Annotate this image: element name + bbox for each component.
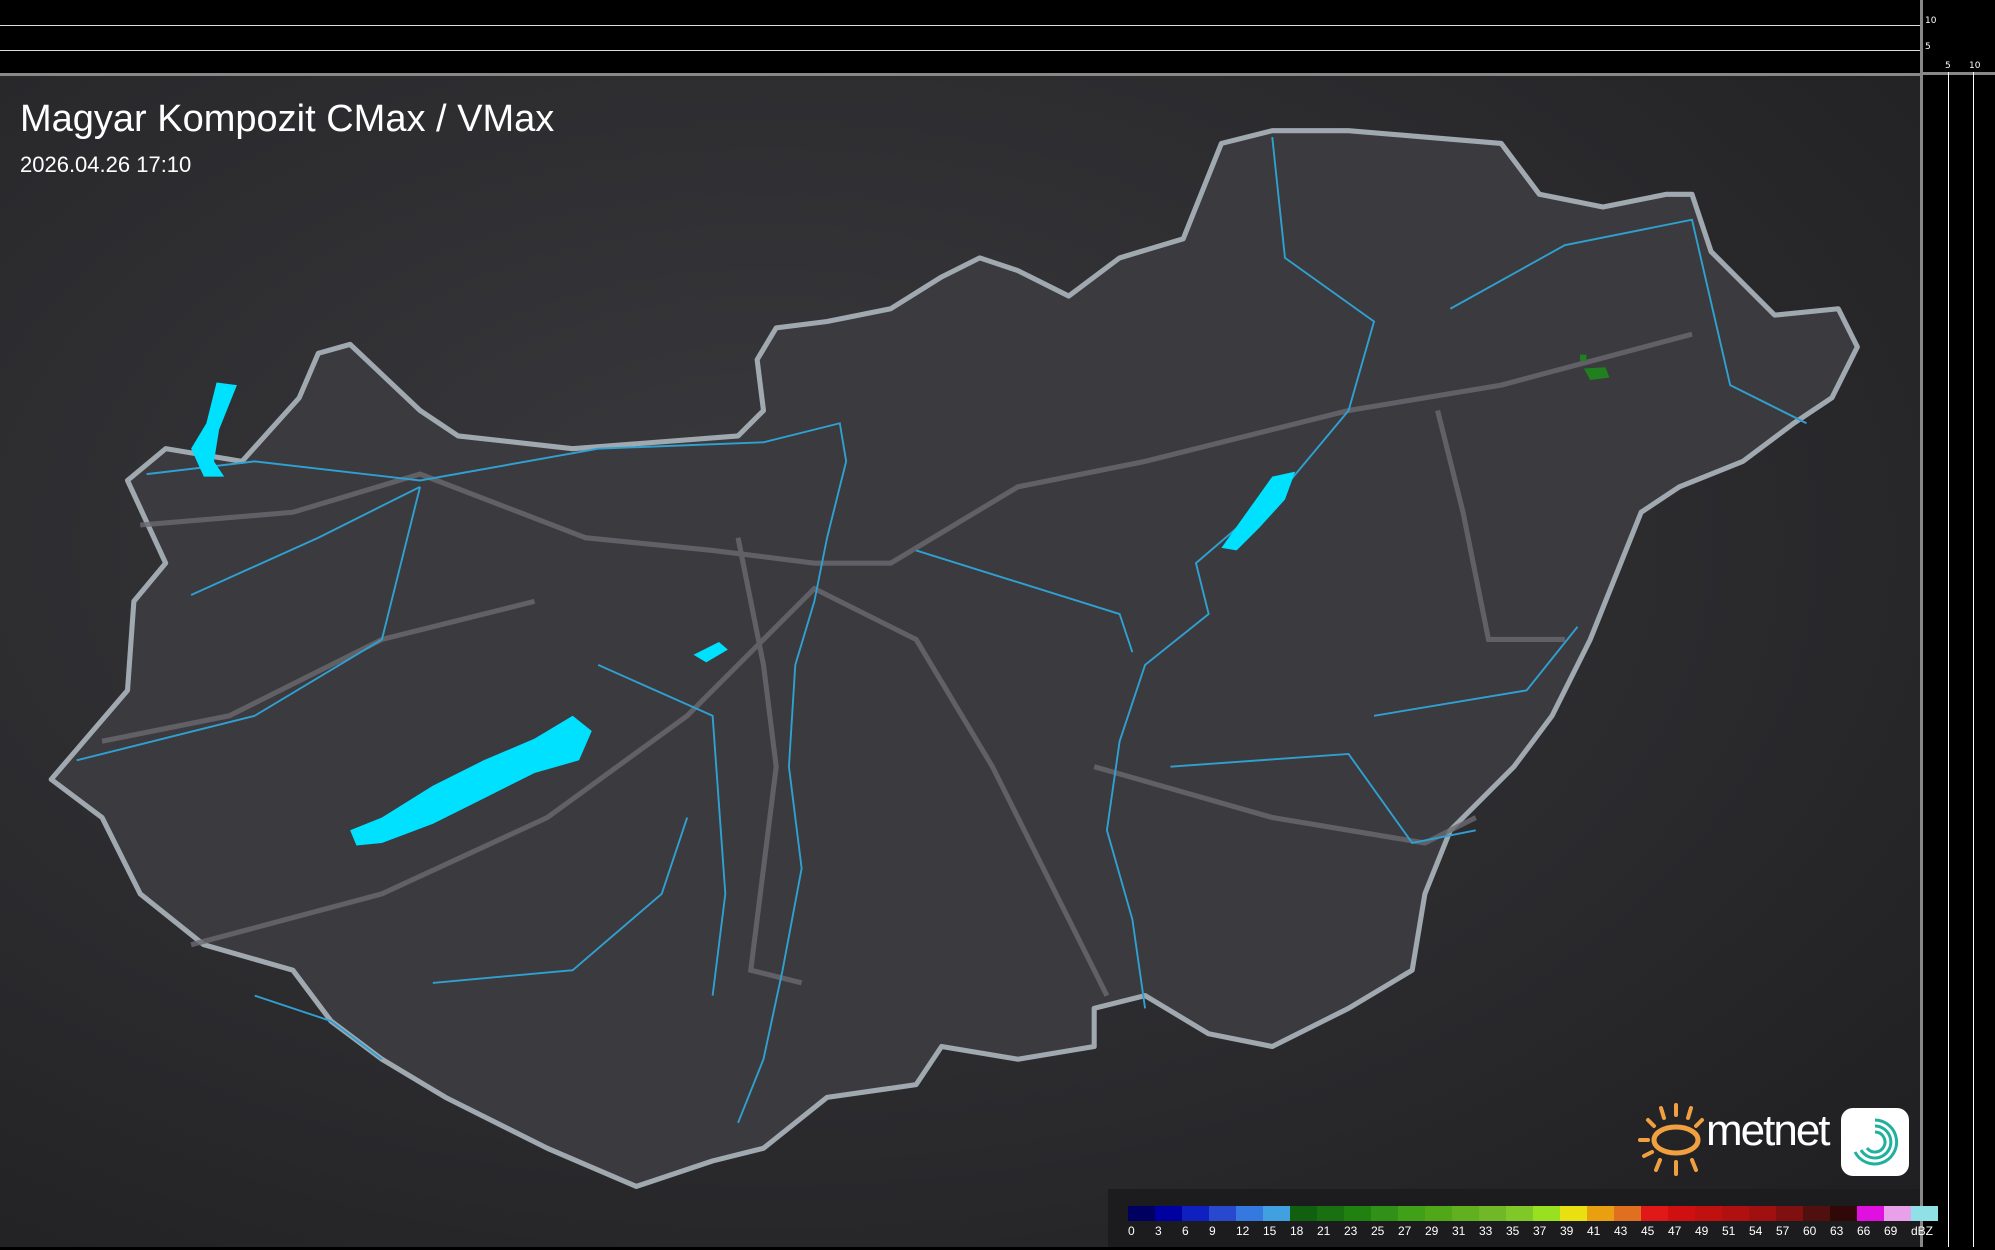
legend-swatch — [1128, 1206, 1155, 1221]
legend-label: 41 — [1587, 1224, 1601, 1238]
lake-ferto — [191, 382, 237, 477]
legend-swatch — [1452, 1206, 1479, 1221]
legend-label: 39 — [1560, 1224, 1574, 1238]
legend-swatch — [1587, 1206, 1614, 1221]
legend-label: 12 — [1236, 1224, 1250, 1238]
legend-label: 25 — [1371, 1224, 1385, 1238]
profile-gridline-5 — [0, 50, 1920, 51]
lake-tisza — [1221, 471, 1296, 551]
legend-label: 15 — [1263, 1224, 1277, 1238]
legend-label: 29 — [1425, 1224, 1439, 1238]
legend-label: 63 — [1830, 1224, 1844, 1238]
legend-label: 57 — [1776, 1224, 1790, 1238]
legend-swatch — [1371, 1206, 1398, 1221]
legend-swatch — [1479, 1206, 1506, 1221]
legend-label: 27 — [1398, 1224, 1412, 1238]
legend-color-bar — [1128, 1206, 1938, 1221]
legend-swatch — [1533, 1206, 1560, 1221]
legend-swatch — [1749, 1206, 1776, 1221]
legend-label: 54 — [1749, 1224, 1763, 1238]
legend-label: 31 — [1452, 1224, 1466, 1238]
spiral-icon — [1853, 1118, 1899, 1166]
legend-label: 35 — [1506, 1224, 1520, 1238]
legend-swatch — [1236, 1206, 1263, 1221]
tick-label: 10 — [1925, 16, 1937, 26]
legend-swatch — [1344, 1206, 1371, 1221]
profile-gridline-10 — [0, 25, 1920, 26]
legend-swatch — [1641, 1206, 1668, 1221]
legend-label: 45 — [1641, 1224, 1655, 1238]
legend-swatch — [1911, 1206, 1938, 1221]
legend-swatch — [1884, 1206, 1911, 1221]
legend-label: 3 — [1155, 1224, 1162, 1238]
map-svg — [48, 128, 1860, 1189]
legend-label: 9 — [1209, 1224, 1216, 1238]
legend-swatch — [1317, 1206, 1344, 1221]
lake-velence — [693, 642, 728, 663]
legend-swatch — [1668, 1206, 1695, 1221]
legend-swatch — [1830, 1206, 1857, 1221]
legend-swatch — [1722, 1206, 1749, 1221]
map-timestamp: 2026.04.26 17:10 — [20, 152, 192, 177]
legend-swatch — [1263, 1206, 1290, 1221]
dbz-color-legend: 0 3 6 9 12 15 18 21 23 25 27 29 31 33 35 37 39 41 43 45 47 49… — [1108, 1189, 1938, 1247]
legend-swatch — [1398, 1206, 1425, 1221]
legend-swatch — [1209, 1206, 1236, 1221]
tick-label: 5 — [1945, 61, 1951, 71]
river-tisza — [1105, 136, 1376, 1009]
legend-label: 23 — [1344, 1224, 1358, 1238]
legend-label: 33 — [1479, 1224, 1493, 1238]
legend-label: 43 — [1614, 1224, 1628, 1238]
hungary-country-shape — [48, 128, 1860, 1189]
legend-label: 49 — [1695, 1224, 1709, 1238]
legend-label: 0 — [1128, 1224, 1135, 1238]
profile-right-panel: 10 5 5 10 — [1920, 0, 1995, 1247]
legend-swatch — [1857, 1206, 1884, 1221]
legend-swatch — [1506, 1206, 1533, 1221]
map-title: Magyar Kompozit CMax / VMax — [20, 98, 555, 140]
legend-swatch — [1803, 1206, 1830, 1221]
lake-balaton — [350, 715, 592, 846]
legend-labels: 0 3 6 9 12 15 18 21 23 25 27 29 31 33 35 37 39 41 43 45 47 49… — [1128, 1224, 1938, 1238]
legend-swatch — [1560, 1206, 1587, 1221]
legend-label: 21 — [1317, 1224, 1331, 1238]
legend-swatch — [1614, 1206, 1641, 1221]
legend-label: 51 — [1722, 1224, 1736, 1238]
metnet-logo-text: metnet — [1706, 1106, 1831, 1155]
tick-label: 5 — [1925, 42, 1931, 52]
legend-label: 37 — [1533, 1224, 1547, 1238]
legend-swatch — [1425, 1206, 1452, 1221]
county-borders — [101, 331, 1693, 997]
sun-logo-icon — [1638, 1103, 1704, 1176]
legend-swatch — [1695, 1206, 1722, 1221]
legend-swatch — [1290, 1206, 1317, 1221]
tick-label: 10 — [1969, 61, 1981, 71]
radar-map[interactable] — [0, 73, 1920, 1247]
app-icon — [1841, 1108, 1909, 1176]
legend-label: 47 — [1668, 1224, 1682, 1238]
profile-top-panel — [0, 0, 1920, 73]
radar-echo — [1580, 354, 1610, 380]
legend-swatch — [1776, 1206, 1803, 1221]
legend-unit: dBZ — [1911, 1224, 1934, 1238]
river-danube — [146, 422, 848, 1124]
legend-label: 18 — [1290, 1224, 1304, 1238]
legend-swatch — [1155, 1206, 1182, 1221]
legend-label: 6 — [1182, 1224, 1189, 1238]
legend-label: 66 — [1857, 1224, 1871, 1238]
legend-label: 69 — [1884, 1224, 1898, 1238]
legend-swatch — [1182, 1206, 1209, 1221]
metnet-logo: metnet — [1636, 1100, 1911, 1180]
legend-label: 60 — [1803, 1224, 1817, 1238]
lakes — [191, 382, 1296, 846]
rivers — [76, 136, 1807, 1124]
